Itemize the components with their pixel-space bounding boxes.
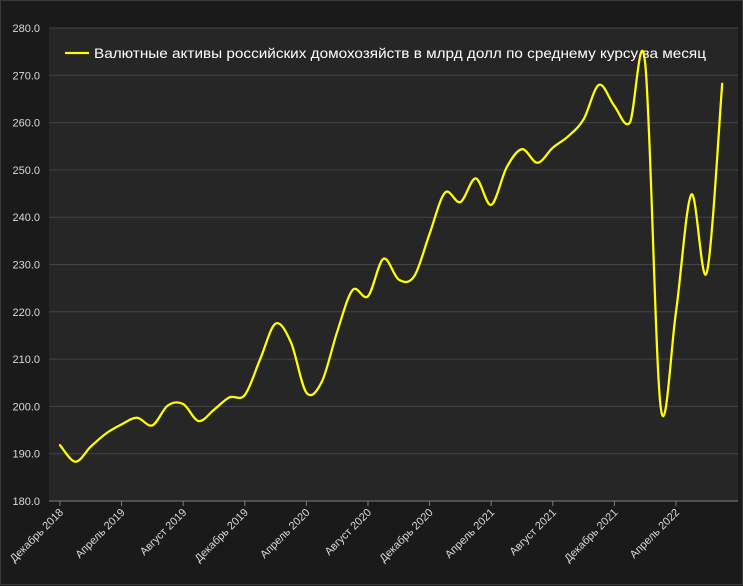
series-line [58,50,724,463]
x-tick-label: Декабрь 2021 [562,507,620,565]
y-tick-label: 220.0 [12,307,40,319]
x-tick-label: Апрель 2020 [258,507,312,561]
y-tick-label: 270.0 [12,70,40,82]
y-tick-label: 250.0 [12,165,40,177]
x-tick-label: Апрель 2021 [443,507,497,561]
x-tick-label: Апрель 2019 [73,507,127,561]
x-tick-label: Декабрь 2019 [193,507,251,565]
y-tick-label: 230.0 [12,260,40,272]
legend-label: Валютные активы российских домохозяйств … [94,45,706,61]
x-tick-label: Август 2021 [508,507,559,558]
y-tick-label: 190.0 [12,449,40,461]
y-tick-label: 240.0 [12,212,40,224]
y-tick-label: 210.0 [12,354,40,366]
y-tick-label: 180.0 [12,496,40,508]
x-tick-label: Август 2019 [138,507,189,558]
y-tick-label: 200.0 [12,401,40,413]
x-tick-label: Апрель 2022 [628,507,682,561]
x-tick-label: Декабрь 2018 [8,507,66,565]
y-tick-label: 280.0 [12,23,40,35]
x-tick-label: Декабрь 2020 [377,507,435,565]
y-tick-label: 260.0 [12,118,40,130]
x-tick-label: Август 2020 [323,507,374,558]
